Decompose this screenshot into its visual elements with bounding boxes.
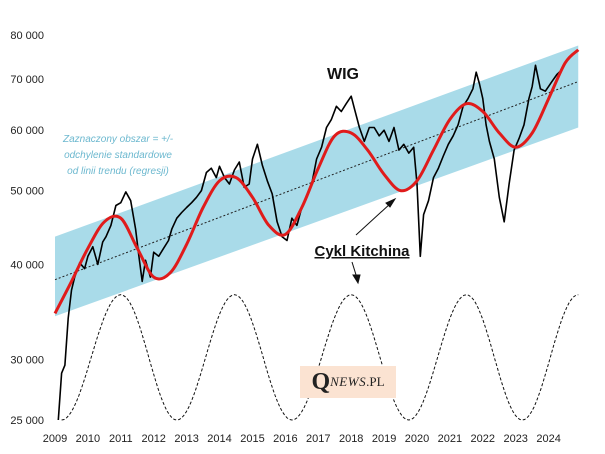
- y-tick-label: 50 000: [10, 186, 44, 198]
- y-tick-label: 60 000: [10, 125, 44, 137]
- cycle-annotation-label: Cykl Kitchina: [314, 243, 410, 260]
- logo-q: Q: [311, 368, 331, 395]
- x-tick-label: 2023: [503, 433, 527, 445]
- x-tick-label: 2018: [339, 433, 363, 445]
- dashed-cycle-line: [61, 294, 579, 421]
- x-tick-label: 2009: [43, 433, 67, 445]
- x-tick-label: 2017: [306, 433, 330, 445]
- y-tick-label: 25 000: [10, 415, 44, 427]
- x-tick-label: 2024: [536, 433, 560, 445]
- x-tick-label: 2011: [109, 433, 133, 445]
- kitchin-cycle-line: [53, 48, 580, 315]
- arrow-to-kitchin-line: [355, 202, 392, 236]
- y-axis-ticks: 25 000 30 000 40 000 50 000 60 000 70 000 80 0…: [10, 30, 44, 427]
- dashed-cycle-path: [61, 294, 579, 421]
- std-dev-band: [55, 45, 579, 317]
- regression-trend-line: [54, 81, 579, 281]
- trend-line: [54, 81, 579, 281]
- qnews-logo: Q NEWS .PL: [300, 366, 396, 398]
- x-tick-label: 2021: [438, 433, 462, 445]
- arrow-head-kitchin: [385, 197, 397, 208]
- x-tick-label: 2019: [372, 433, 396, 445]
- x-tick-label: 2012: [141, 433, 165, 445]
- kitchin-path: [53, 48, 580, 315]
- y-tick-label: 40 000: [10, 259, 44, 271]
- band-area: [55, 45, 579, 317]
- band-note-line-3: od linii trendu (regresji): [67, 166, 169, 177]
- x-tick-label: 2010: [76, 433, 100, 445]
- y-tick-label: 70 000: [10, 74, 44, 86]
- x-tick-label: 2013: [174, 433, 198, 445]
- chart-title: WIG: [327, 66, 359, 83]
- x-axis-ticks: 2009 2010 2011 2012 2013 2014 2015 2016 2017 2018…: [43, 433, 561, 445]
- y-tick-label: 80 000: [10, 30, 44, 42]
- x-tick-label: 2022: [471, 433, 495, 445]
- band-note-line-2: odchylenie standardowe: [64, 150, 172, 161]
- band-note-line-1: Zaznaczony obszar = +/-: [62, 134, 174, 145]
- logo-suffix: .PL: [366, 374, 385, 389]
- x-tick-label: 2014: [207, 433, 231, 445]
- arrow-head-cycle: [352, 274, 361, 285]
- y-tick-label: 30 000: [10, 355, 44, 367]
- logo-news: NEWS: [330, 374, 367, 389]
- x-tick-label: 2016: [273, 433, 297, 445]
- x-tick-label: 2015: [240, 433, 264, 445]
- annotation-arrows: [351, 197, 397, 285]
- x-tick-label: 2020: [405, 433, 429, 445]
